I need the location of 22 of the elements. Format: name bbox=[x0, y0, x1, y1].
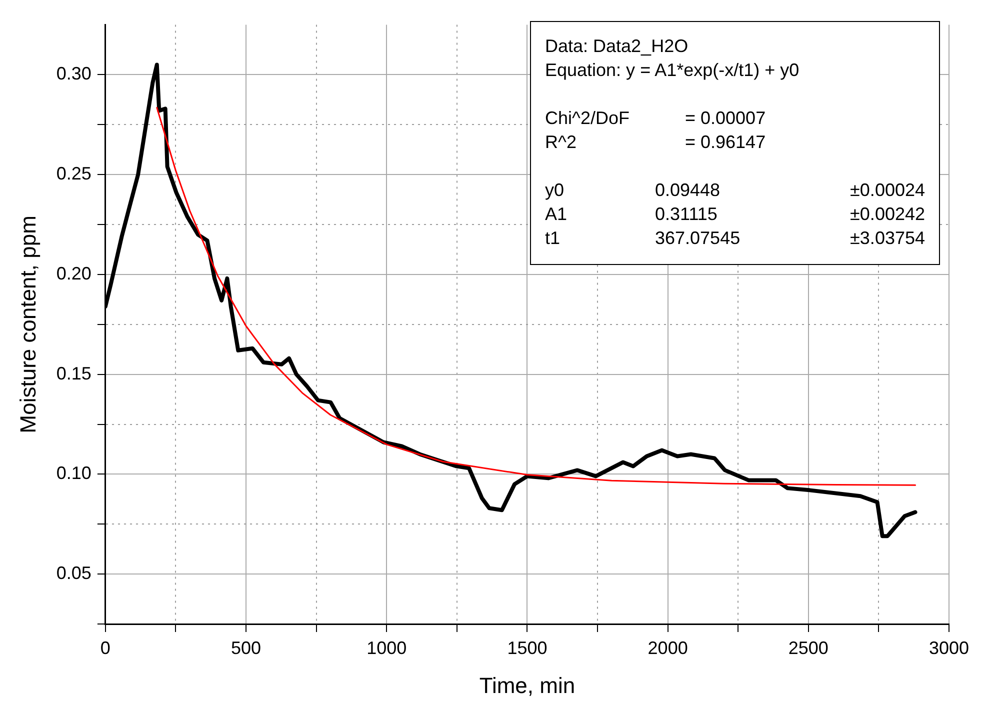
text: A1 0.31115 ±0.00242 bbox=[545, 204, 925, 224]
text: y0 0.09448 ±0.00024 bbox=[545, 180, 925, 200]
text: R^2 = 0.96147 bbox=[545, 132, 766, 152]
x-axis-title: Time, min bbox=[479, 672, 576, 698]
y-tick-label: 0.05 bbox=[56, 563, 92, 584]
x-tick-label: 500 bbox=[231, 638, 262, 658]
x-tick-label: 1500 bbox=[507, 638, 548, 658]
x-tick-label: 3000 bbox=[928, 638, 970, 658]
text: t1 367.07545 ±3.03754 bbox=[545, 228, 925, 248]
text: Chi^2/DoF = 0.00007 bbox=[545, 108, 766, 128]
y-tick-label: 0.30 bbox=[56, 64, 92, 84]
x-tick-label: 1000 bbox=[366, 638, 407, 658]
y-axis-title: Moisture content, ppm bbox=[15, 216, 40, 434]
x-tick-label: 2500 bbox=[788, 638, 828, 658]
x-tick-label: 0 bbox=[100, 638, 110, 658]
y-tick-label: 0.20 bbox=[56, 263, 92, 284]
y-tick-label: 0.15 bbox=[56, 363, 92, 384]
annotation: Data: Data2_H2O bbox=[545, 35, 690, 58]
x-tick-label: 2000 bbox=[648, 638, 688, 658]
y-tick-label: 0.25 bbox=[56, 164, 92, 184]
annotation: Equation: y = A1*exp(-x/t1) + y0 bbox=[545, 59, 800, 82]
y-tick-label: 0.10 bbox=[56, 463, 92, 484]
